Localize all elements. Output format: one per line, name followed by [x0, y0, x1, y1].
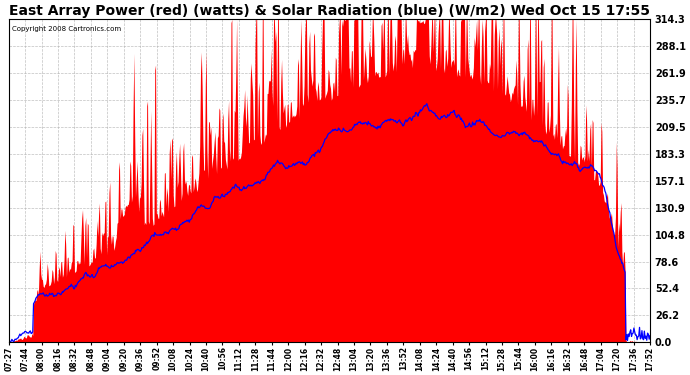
- Title: East Array Power (red) (watts) & Solar Radiation (blue) (W/m2) Wed Oct 15 17:55: East Array Power (red) (watts) & Solar R…: [9, 4, 650, 18]
- Text: Copyright 2008 Cartronics.com: Copyright 2008 Cartronics.com: [12, 26, 121, 32]
